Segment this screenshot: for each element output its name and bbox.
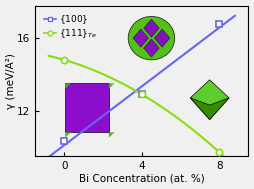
Polygon shape	[190, 80, 229, 120]
Polygon shape	[144, 19, 159, 37]
Polygon shape	[154, 29, 170, 47]
Y-axis label: γ (meV/A²): γ (meV/A²)	[6, 53, 15, 109]
Polygon shape	[133, 29, 149, 47]
Polygon shape	[109, 132, 115, 138]
Legend: $\{100\}$, $\{111\}_{Te}$: $\{100\}$, $\{111\}_{Te}$	[42, 12, 99, 42]
Polygon shape	[109, 83, 115, 89]
Polygon shape	[144, 39, 159, 57]
Polygon shape	[190, 98, 229, 120]
X-axis label: Bi Concentration (at. %): Bi Concentration (at. %)	[79, 174, 205, 184]
Polygon shape	[65, 83, 71, 89]
Polygon shape	[65, 132, 71, 138]
Polygon shape	[65, 83, 109, 132]
Circle shape	[128, 16, 175, 60]
